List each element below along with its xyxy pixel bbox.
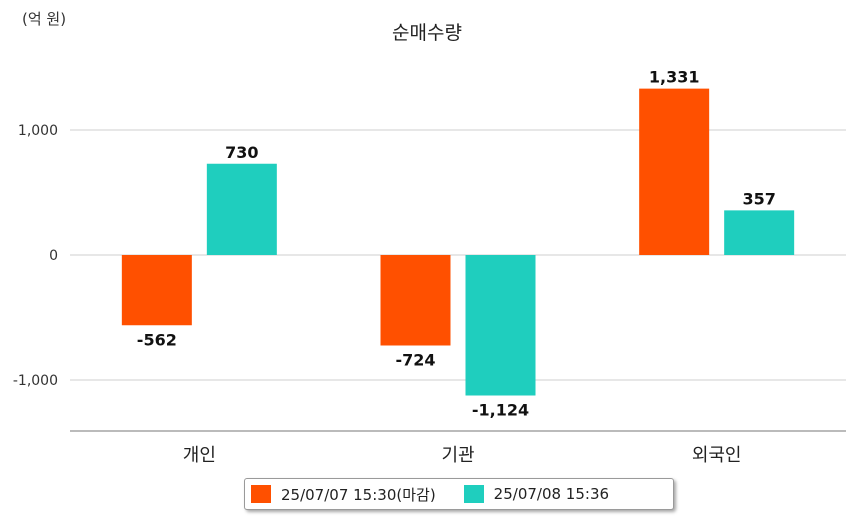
legend-label-series-2: 25/07/08 15:36 [493,485,610,503]
bar [121,255,192,326]
legend-swatch-series-2 [463,485,484,503]
data-label: -724 [395,351,435,370]
data-label: -562 [137,330,177,349]
data-label: -1,124 [472,401,529,420]
y-tick-label: 0 [49,248,58,264]
y-tick-label: -1,000 [13,373,58,389]
bar [639,88,710,255]
data-label: 357 [742,189,775,208]
data-label: 1,331 [649,68,700,87]
unit-label: (억 원) [22,10,67,28]
chart-title: 순매수량 [392,22,462,44]
legend-swatch-series-1 [251,485,271,503]
bar [380,255,451,346]
bar [724,210,795,255]
legend-item-series-2[interactable]: 25/07/08 15:36 [463,485,610,503]
x-tick-label: 개인 [183,445,216,466]
data-label: 730 [225,143,258,162]
x-tick-label: 외국인 [692,445,742,466]
legend: 25/07/07 15:30(마감) 25/07/08 15:36 [244,478,674,510]
legend-item-series-1[interactable]: 25/07/07 15:30(마감) [251,484,436,505]
legend-label-series-1: 25/07/07 15:30(마감) [281,485,436,504]
y-tick-label: 1,000 [18,123,58,139]
bar [206,163,277,255]
bar [465,255,536,396]
x-tick-label: 기관 [441,445,474,466]
